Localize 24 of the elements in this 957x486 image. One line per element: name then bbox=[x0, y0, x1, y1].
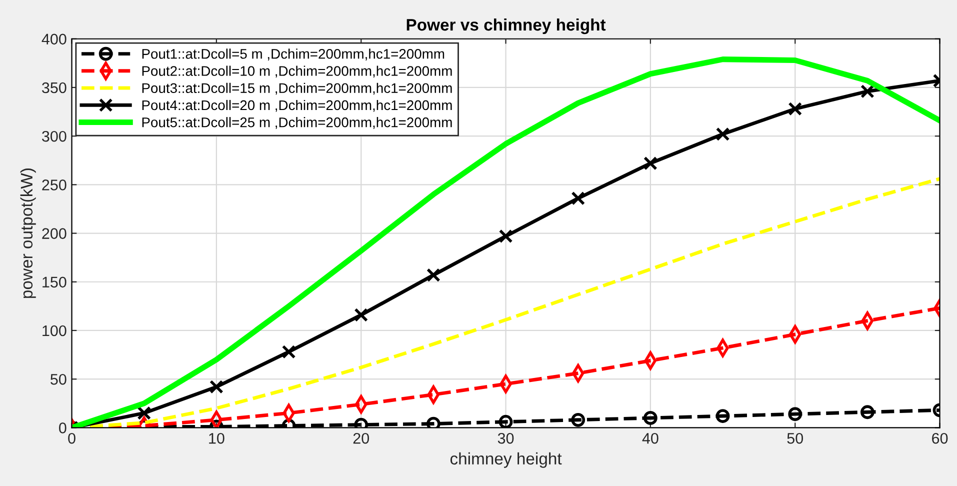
y-tick-label: 400 bbox=[42, 34, 66, 45]
y-tick-label: 150 bbox=[42, 276, 66, 288]
x-tick-label: 30 bbox=[498, 432, 514, 444]
y-tick-label: 350 bbox=[42, 82, 66, 94]
legend-label: Pout4::at:Dcoll=20 m ,Dchim=200mm,hc1=200mm bbox=[142, 100, 452, 112]
x-tick-label: 0 bbox=[68, 432, 76, 444]
y-tick-label: 300 bbox=[42, 130, 66, 142]
y-tick-label: 0 bbox=[59, 422, 66, 434]
x-tick-label: 20 bbox=[353, 432, 370, 444]
y-tick-label: 50 bbox=[50, 374, 66, 385]
x-tick-label: 50 bbox=[787, 432, 804, 444]
legend-label: Pout3::at:Dcoll=15 m ,Dchim=200mm,hc1=200mm bbox=[142, 82, 452, 95]
legend-label: Pout1::at:Dcoll=5 m ,Dchim=200mm,hc1=200mm bbox=[142, 48, 444, 60]
x-tick-label: 10 bbox=[209, 432, 224, 444]
y-tick-label: 250 bbox=[42, 180, 66, 190]
y-tick-label: 200 bbox=[42, 228, 66, 239]
x-tick-label: 60 bbox=[932, 432, 948, 444]
legend-label: Pout5::at:Dcoll=25 m ,Dchim=200mm,hc1=200mm bbox=[142, 117, 452, 129]
legend-label: Pout2::at:Dcoll=10 m ,Dchim=200mm,hc1=200mm bbox=[142, 66, 452, 78]
y-axis-title: power outpot(kW) bbox=[20, 168, 36, 298]
chart-title: Power vs chimney height bbox=[406, 18, 606, 34]
y-tick-label: 100 bbox=[42, 325, 66, 336]
x-axis-title: chimney height bbox=[450, 452, 562, 468]
x-tick-label: 40 bbox=[642, 432, 658, 444]
